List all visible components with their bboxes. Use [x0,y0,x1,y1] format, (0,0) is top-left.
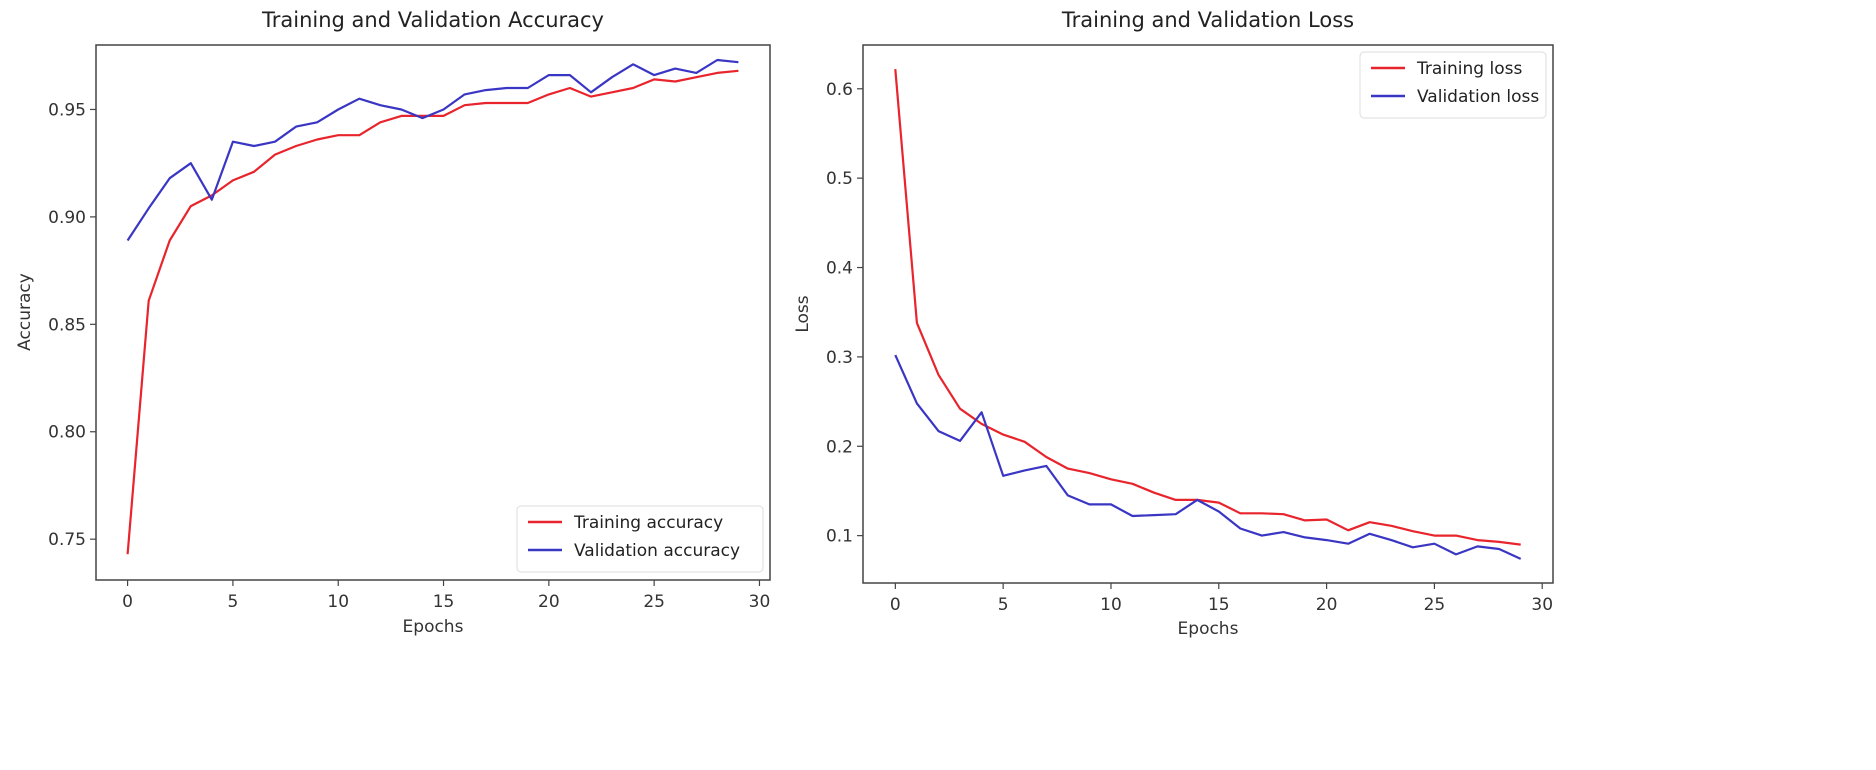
loss-y-tick-label: 0.5 [826,169,853,189]
loss-x-tick-label: 20 [1316,595,1338,615]
accuracy-y-tick-label: 0.80 [48,423,86,443]
accuracy-x-tick-label: 0 [122,592,133,612]
legend-label-training-accuracy: Training accuracy [573,513,723,533]
loss-legend-box [1359,51,1547,119]
loss-x-axis: 0 5 10 15 20 25 30 [890,583,1553,615]
accuracy-x-label: Epochs [403,617,464,637]
loss-y-label: Loss [793,295,813,332]
loss-chart-title: Training and Validation Loss [1061,8,1354,32]
accuracy-line-training-accuracy [126,69,739,555]
loss-series [894,69,1522,560]
loss-y-tick-label: 0.4 [826,259,853,279]
loss-y-tick-label: 0.3 [826,348,853,368]
loss-legend: Training loss Validation loss [1359,51,1547,119]
loss-x-label: Epochs [1178,619,1239,639]
accuracy-series [126,58,739,555]
loss-x-tick-label: 25 [1424,595,1446,615]
accuracy-x-tick-label: 15 [433,592,455,612]
loss-plot-area [862,44,1554,584]
loss-line-validation-loss [894,354,1522,560]
loss-y-tick-label: 0.1 [826,527,853,547]
accuracy-y-axis: 0.75 0.80 0.85 0.90 0.95 [48,100,96,550]
accuracy-x-tick-label: 20 [538,592,560,612]
accuracy-x-tick-label: 5 [227,592,238,612]
loss-x-tick-label: 10 [1100,595,1122,615]
loss-x-tick-label: 0 [890,595,901,615]
accuracy-plot-area [95,44,771,581]
accuracy-chart: Training and Validation Accuracy 0.75 0.8… [15,8,771,637]
accuracy-y-tick-label: 0.75 [48,530,86,550]
accuracy-y-tick-label: 0.95 [48,100,86,120]
loss-y-tick-label: 0.6 [826,80,853,100]
loss-x-tick-label: 5 [998,595,1009,615]
accuracy-x-tick-label: 10 [327,592,349,612]
accuracy-y-label: Accuracy [15,273,35,351]
accuracy-x-axis: 0 5 10 15 20 25 30 [122,580,770,612]
accuracy-legend-box [516,505,764,573]
loss-y-axis: 0.1 0.2 0.3 0.4 0.5 0.6 [826,80,863,547]
legend-label-validation-accuracy: Validation accuracy [574,541,740,561]
loss-chart: Training and Validation Loss 0.10.20.30.… [793,8,1554,639]
legend-label-validation-loss: Validation loss [1417,87,1539,107]
accuracy-chart-title: Training and Validation Accuracy [261,8,604,32]
accuracy-legend: Training accuracy Validation accuracy [516,505,764,573]
loss-y-tick-label: 0.2 [826,437,853,457]
loss-line-training-loss [894,69,1521,546]
accuracy-y-tick-label: 0.85 [48,315,86,335]
accuracy-x-tick-label: 30 [749,592,771,612]
accuracy-line-validation-accuracy [126,58,739,242]
accuracy-x-tick-label: 25 [643,592,665,612]
loss-x-tick-label: 30 [1531,595,1553,615]
legend-label-training-loss: Training loss [1416,59,1522,79]
accuracy-y-tick-label: 0.90 [48,208,86,228]
loss-x-tick-label: 15 [1208,595,1230,615]
